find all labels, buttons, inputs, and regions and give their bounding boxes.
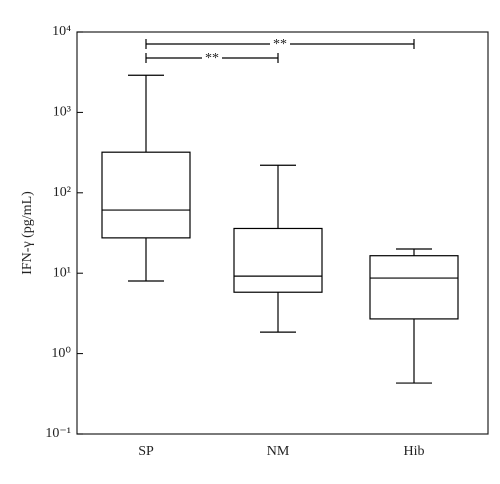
y-tick-label: 10¹ — [53, 265, 71, 280]
plot-frame — [76, 31, 489, 435]
box — [101, 151, 191, 239]
x-tick-label: SP — [138, 444, 154, 459]
y-tick-label: 10³ — [53, 105, 71, 120]
label-background — [270, 38, 290, 50]
y-tick-label: 10⁻¹ — [45, 426, 71, 441]
x-tick-label: NM — [267, 444, 290, 459]
significance-label: ** — [273, 37, 287, 52]
box — [369, 255, 459, 320]
box — [233, 227, 323, 293]
y-axis-label: IFN-γ (pg/mL) — [20, 191, 35, 275]
y-tick-label: 10⁰ — [51, 346, 71, 361]
label-background — [202, 52, 222, 64]
y-tick-label: 10² — [53, 185, 71, 200]
y-tick-label: 10⁴ — [52, 24, 71, 39]
x-tick-label: Hib — [404, 444, 425, 459]
significance-label: ** — [205, 51, 219, 66]
